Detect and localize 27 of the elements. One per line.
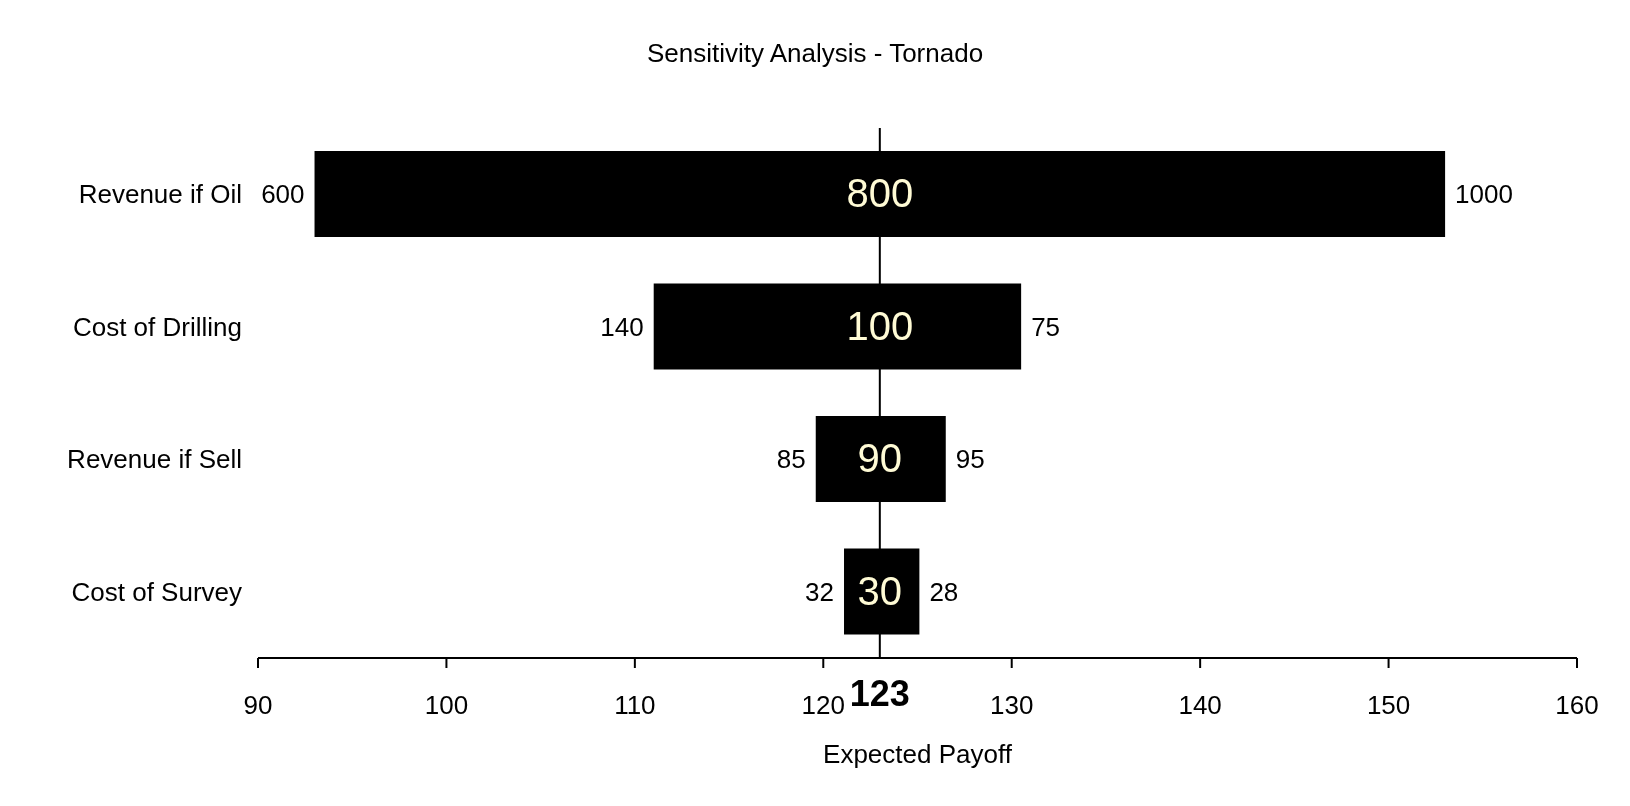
- x-tick-label: 150: [1366, 690, 1411, 721]
- annotation: 95: [955, 444, 985, 475]
- annotation: 28: [929, 576, 959, 607]
- x-tick-label: 120: [801, 690, 845, 721]
- annotation: 800: [846, 171, 914, 216]
- annotation: 32: [805, 576, 835, 607]
- annotation: 30: [857, 568, 903, 613]
- x-tick-label: 130: [990, 690, 1034, 721]
- annotation: 600: [261, 179, 305, 210]
- x-tick-label: 160: [1555, 690, 1599, 721]
- ref-line-label: 123: [849, 673, 910, 714]
- x-tick-label: 100: [424, 690, 469, 721]
- x-tick-label: 90: [243, 690, 273, 721]
- y-tick-label: Cost of Drilling: [72, 311, 242, 342]
- x-tick-label: 140: [1178, 690, 1222, 721]
- annotation: 90: [857, 436, 903, 481]
- x-tick-label: 110: [614, 690, 656, 721]
- annotation: 140: [600, 311, 644, 342]
- annotation: 75: [1031, 311, 1061, 342]
- y-tick-label: Cost of Survey: [71, 576, 242, 607]
- annotation: 100: [846, 303, 914, 348]
- y-tick-label: Revenue if Sell: [67, 444, 242, 475]
- annotation: 1000: [1455, 179, 1513, 210]
- y-tick-label: Revenue if Oil: [78, 179, 242, 210]
- x-axis-title: Expected Payoff: [823, 739, 1013, 769]
- chart-title: Sensitivity Analysis - Tornado: [645, 38, 985, 69]
- annotation: 85: [776, 444, 806, 475]
